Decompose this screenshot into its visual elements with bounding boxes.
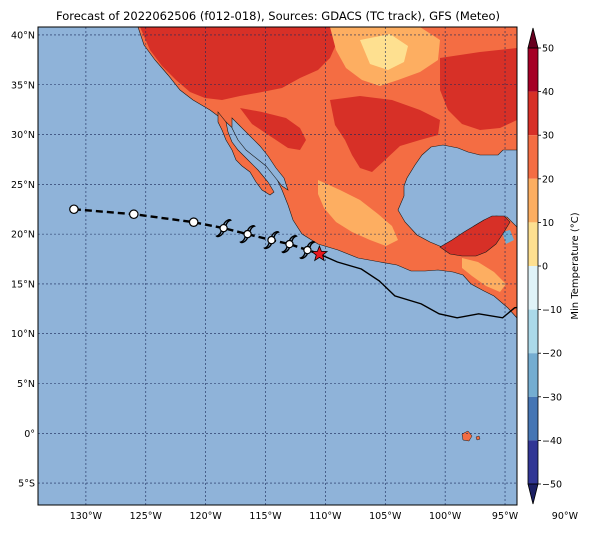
tropical-storm-symbol <box>215 219 232 238</box>
colorbar-tick-label: 0 <box>542 262 548 273</box>
land-galapagos-small <box>475 435 481 441</box>
colorbar-tick-label: 20 <box>542 174 554 185</box>
lon-tick-label: 95°W <box>492 511 519 522</box>
track-point-circle <box>188 217 199 227</box>
gulf-of-california <box>231 117 289 191</box>
lon-tick-label: 115°W <box>249 511 282 522</box>
colorbar-tick-label: 50 <box>542 44 554 55</box>
lon-tick-label: 100°W <box>429 511 462 522</box>
colorbar-band <box>528 135 538 179</box>
colorbar-tick-label: 40 <box>542 87 554 98</box>
colorbar-label: Min Temperature (°C) <box>570 212 581 319</box>
lat-tick-label: 15°N <box>11 279 35 290</box>
colorbar-tick-label: −30 <box>542 392 562 403</box>
lon-tick-label: 120°W <box>190 511 223 522</box>
past-track-line <box>73 208 320 256</box>
colorbar-band <box>528 396 538 441</box>
lon-tick-label: 130°W <box>70 511 103 522</box>
cyclone-track <box>69 204 517 319</box>
colorbar-tick-label: 30 <box>542 131 554 142</box>
land-yucatan <box>439 215 511 257</box>
lat-tick-label: 30°N <box>11 130 35 141</box>
colorbar-tick-label: 10 <box>542 218 554 229</box>
hot-region-us <box>140 27 338 100</box>
tropical-storm-symbol <box>299 241 316 260</box>
map-frame <box>37 26 518 506</box>
colorbar-band <box>528 48 538 92</box>
colorbar-band <box>528 91 538 136</box>
hot-region-sonora <box>240 108 306 150</box>
map-title: Forecast of 2022062506 (f012-018), Sourc… <box>56 9 500 23</box>
lat-tick-label: 5°S <box>18 479 35 490</box>
lat-tick-label: 40°N <box>11 30 35 41</box>
colorbar-under-arrow <box>527 483 539 505</box>
land-galapagos <box>461 430 473 442</box>
colorbar-band <box>528 353 538 397</box>
colorbar-band <box>528 440 538 484</box>
mild-region-plateau <box>318 180 398 246</box>
colorbar-tick-label: −20 <box>542 349 562 360</box>
forecast-track-line <box>319 253 517 319</box>
colorbar-band <box>528 309 538 354</box>
colorbar-tick-label: −40 <box>542 436 562 447</box>
tropical-storm-symbol <box>239 225 256 244</box>
tropical-storm-symbol <box>281 235 298 254</box>
hot-region-east <box>440 48 517 130</box>
lat-tick-label: 35°N <box>11 80 35 91</box>
colorbar-tick-label: −50 <box>542 480 562 491</box>
colorbar-over-arrow <box>527 27 539 49</box>
axis-labels: 40°N 35°N 30°N 25°N 20°N 15°N 10°N 5°N 0° 5°S 130°… <box>11 30 579 522</box>
lon-tick-label: 125°W <box>130 511 163 522</box>
tropical-storm-symbol <box>263 231 280 250</box>
lon-tick-label: 90°W <box>552 511 579 522</box>
lat-tick-label: 10°N <box>11 329 35 340</box>
cool-region-north <box>360 34 408 70</box>
colorbar-tick-label: −10 <box>542 305 562 316</box>
lat-tick-label: 25°N <box>11 180 35 191</box>
track-point-circle <box>129 209 139 220</box>
lon-tick-label: 105°W <box>369 511 402 522</box>
lat-tick-label: 0° <box>24 429 35 440</box>
lat-tick-label: 20°N <box>11 230 35 241</box>
track-point-circle <box>69 204 79 215</box>
lon-tick-label: 110°W <box>309 511 342 522</box>
map-area <box>38 27 517 505</box>
colorbar-band <box>528 222 538 266</box>
hot-region-texas <box>330 96 440 172</box>
lat-tick-label: 5°N <box>17 379 35 390</box>
colorbar: 50 40 30 20 10 0 −10 −20 −30 −40 −50 <box>527 27 562 505</box>
colorbar-band <box>528 266 538 310</box>
mild-region-central-am <box>462 258 506 292</box>
land-baja <box>217 111 275 196</box>
current-position-star <box>310 244 329 262</box>
colorbar-band <box>528 178 538 223</box>
